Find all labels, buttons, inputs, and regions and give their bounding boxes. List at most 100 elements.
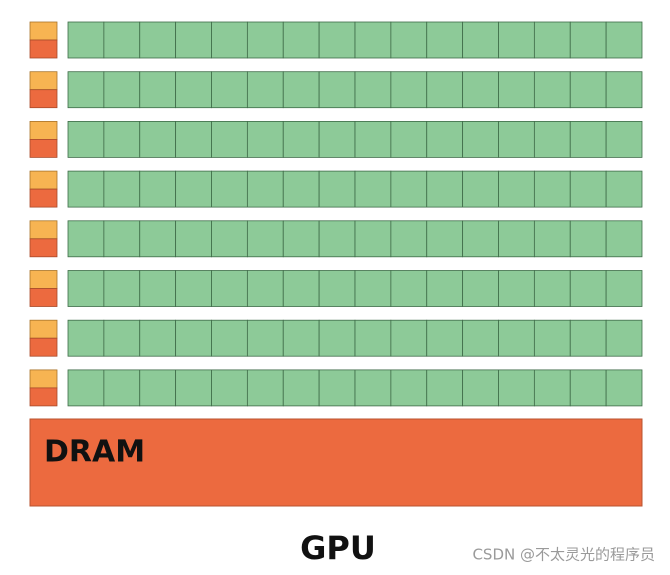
alu-cell [569,121,607,158]
alu-cell [211,121,248,158]
alu-cell [426,319,464,357]
alu-cell [103,270,141,307]
alu-cell [246,121,284,158]
alu-cell [175,220,212,258]
alu-cell [569,71,607,109]
alu-cell [246,319,284,357]
alu-cell [175,121,212,158]
alu-cell [426,121,464,158]
core-grid [29,21,643,407]
alu-cell [354,71,392,109]
alu-cell [426,369,464,407]
alu-cell [354,21,392,59]
alu-cell [462,21,499,59]
control-unit [29,319,58,339]
alu-cell [390,319,428,357]
alu-cell [533,319,571,357]
alu-cell [246,369,284,407]
alu-cell [318,220,356,258]
alu-cell [139,21,177,59]
alu-cell [605,270,643,307]
alu-cell [282,270,320,307]
alu-cell [498,369,535,407]
alu-cell [390,71,428,109]
alu-cell [139,220,177,258]
alu-cell [390,21,428,59]
control-unit [29,21,58,41]
alu-cell [246,170,284,208]
alu-cell [67,170,105,208]
alu-cell [246,21,284,59]
alu-cell [390,170,428,208]
alu-cell [426,170,464,208]
alu-cell [390,369,428,407]
control-unit [29,121,58,140]
alu-cell [139,71,177,109]
alu-cell [462,170,499,208]
alu-cell [354,270,392,307]
alu-cell [605,369,643,407]
alu-cell [533,270,571,307]
alu-cell [318,369,356,407]
alu-cell [67,220,105,258]
control-unit [29,220,58,240]
alu-cell [246,71,284,109]
alu-cell [67,121,105,158]
alu-cell [390,220,428,258]
alu-cell [426,270,464,307]
alu-cell [211,319,248,357]
alu-cell [318,71,356,109]
cache-unit [29,188,58,208]
alu-cell [139,270,177,307]
alu-cell [67,270,105,307]
alu-cell [498,71,535,109]
alu-cell [175,71,212,109]
cache-unit [29,387,58,407]
alu-cell [569,21,607,59]
alu-cell [533,220,571,258]
watermark: CSDN @不太灵光的程序员 [472,546,655,564]
alu-cell [462,319,499,357]
alu-cell [569,170,607,208]
alu-cell [103,121,141,158]
alu-cell [533,369,571,407]
alu-cell [282,170,320,208]
alu-cell [498,270,535,307]
alu-cell [462,121,499,158]
alu-cell [139,369,177,407]
alu-cell [462,71,499,109]
alu-cell [462,270,499,307]
alu-cell [605,71,643,109]
alu-cell [175,369,212,407]
alu-cell [67,369,105,407]
alu-cell [605,319,643,357]
alu-cell [462,220,499,258]
alu-cell [426,220,464,258]
dram-label: DRAM [44,435,145,470]
alu-cell [103,319,141,357]
alu-cell [211,71,248,109]
cache-unit [29,39,58,59]
alu-cell [246,220,284,258]
alu-cell [103,21,141,59]
alu-cell [354,369,392,407]
alu-cell [498,121,535,158]
alu-cell [282,71,320,109]
control-unit [29,270,58,289]
alu-cell [211,21,248,59]
alu-cell [67,21,105,59]
alu-cell [569,369,607,407]
alu-cell [498,220,535,258]
cache-unit [29,138,58,158]
alu-cell [282,220,320,258]
alu-cell [533,170,571,208]
alu-cell [533,121,571,158]
alu-cell [318,319,356,357]
alu-cell [318,121,356,158]
control-unit [29,170,58,190]
alu-cell [426,21,464,59]
alu-cell [354,319,392,357]
alu-cell [282,369,320,407]
alu-cell [246,270,284,307]
